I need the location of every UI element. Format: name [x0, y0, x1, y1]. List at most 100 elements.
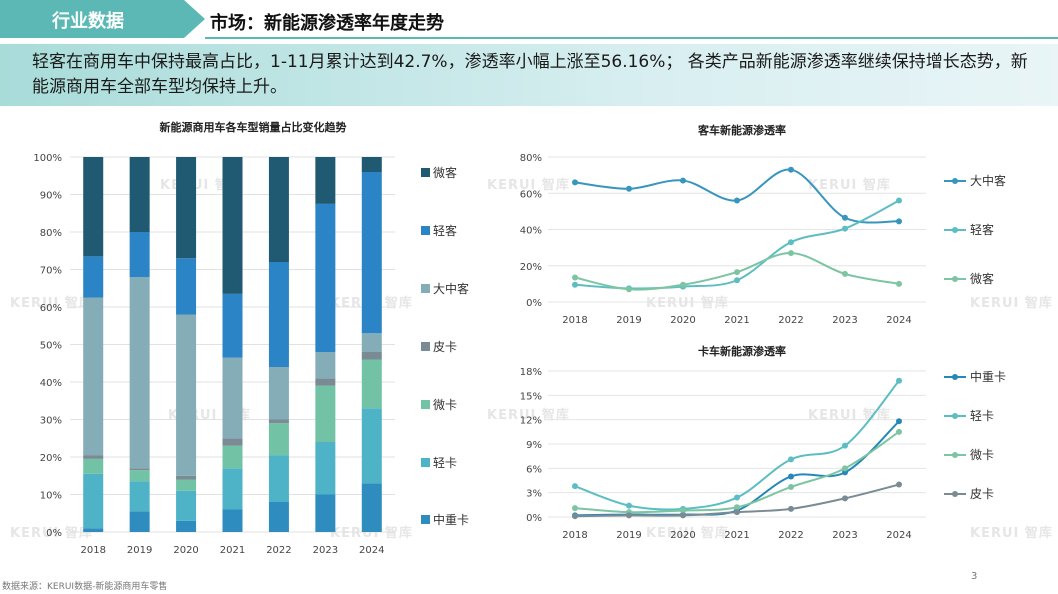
watermark: KERUI 智库	[168, 408, 251, 423]
series-line	[574, 199, 900, 290]
bar-segment	[361, 408, 382, 484]
data-point	[626, 285, 632, 292]
bar-segment	[315, 385, 336, 442]
watermark: KERUI 智库	[970, 296, 1053, 311]
x-tick-label: 2023	[313, 545, 338, 556]
data-point	[626, 185, 632, 192]
page-number: 3	[971, 571, 978, 582]
y-tick-label: 15%	[520, 391, 542, 402]
data-point	[896, 197, 902, 204]
data-point	[626, 512, 632, 519]
data-source-note: 数据来源：KERUI数据-新能源商用车零售	[2, 582, 168, 592]
x-tick-label: 2022	[266, 545, 291, 556]
legend-swatch	[421, 168, 430, 177]
y-tick-label: 90%	[40, 191, 62, 202]
legend-marker	[952, 178, 958, 184]
bar-segment	[176, 314, 197, 476]
section-tag-label: 行业数据	[52, 11, 124, 32]
data-point	[896, 218, 902, 225]
bar-segment	[361, 333, 382, 352]
x-tick-label: 2021	[724, 315, 749, 326]
watermark: KERUI 智库	[160, 178, 243, 193]
data-point	[734, 509, 740, 516]
x-tick-label: 2023	[832, 530, 857, 541]
data-point	[788, 239, 794, 246]
bar-segment	[315, 442, 336, 495]
y-tick-label: 20%	[520, 262, 542, 273]
section-tag: 行业数据	[0, 0, 205, 38]
x-tick-label: 2020	[670, 315, 695, 326]
series-line	[574, 420, 900, 517]
x-tick-label: 2019	[616, 530, 641, 541]
legend-label: 轻卡	[433, 456, 457, 470]
legend-swatch	[421, 226, 430, 235]
bar-segment	[129, 468, 150, 471]
legend-marker	[952, 452, 958, 458]
bar-segment	[176, 157, 197, 259]
legend-label: 微客	[433, 165, 457, 180]
legend-label: 微卡	[970, 448, 994, 462]
y-tick-label: 20%	[40, 453, 62, 464]
y-tick-label: 3%	[526, 489, 542, 500]
data-point	[680, 511, 686, 518]
bar-segment	[268, 423, 289, 456]
bar-segment	[176, 520, 197, 532]
legend-marker	[952, 413, 958, 419]
y-tick-label: 80%	[40, 228, 62, 239]
series-line	[574, 380, 900, 511]
y-tick-label: 40%	[520, 226, 542, 237]
y-tick-label: 0%	[526, 298, 542, 309]
data-point	[572, 513, 578, 520]
summary-banner: 轻客在商用车中保持最高占比，1-11月累计达到42.7%，渗透率小幅上涨至56.…	[0, 44, 1058, 106]
page-title: 市场：新能源渗透率年度走势	[210, 13, 444, 34]
x-tick-label: 2018	[562, 530, 587, 541]
y-tick-label: 9%	[526, 440, 542, 451]
legend-label: 皮卡	[970, 487, 994, 501]
data-point	[842, 465, 848, 472]
data-point	[626, 286, 632, 293]
legend-swatch	[421, 400, 430, 409]
data-point	[680, 507, 686, 514]
data-point	[680, 512, 686, 519]
y-tick-label: 18%	[520, 367, 542, 378]
data-point	[842, 442, 848, 449]
bar-segment	[268, 262, 289, 367]
data-point	[572, 281, 578, 288]
y-tick-label: 80%	[520, 153, 542, 164]
data-point	[788, 166, 794, 173]
legend-swatch	[421, 342, 430, 351]
y-tick-label: 30%	[40, 416, 62, 427]
legend-label: 轻客	[433, 223, 457, 238]
watermark: KERUI 智库	[808, 178, 891, 193]
title-underline	[205, 37, 1058, 39]
y-tick-label: 50%	[40, 341, 62, 352]
data-point	[734, 504, 740, 511]
data-point	[896, 280, 902, 287]
x-tick-label: 2020	[173, 545, 198, 556]
watermark: KERUI 智库	[10, 296, 93, 311]
bar-segment	[222, 293, 243, 358]
bar-segment	[83, 297, 104, 456]
legend-label: 微卡	[433, 398, 457, 412]
watermark: KERUI 智库	[646, 296, 729, 311]
y-tick-label: 100%	[33, 153, 62, 164]
watermark: KERUI 智库	[646, 526, 729, 541]
bar-segment	[129, 511, 150, 532]
data-point	[788, 473, 794, 480]
bar-segment	[315, 378, 336, 386]
bar-segment	[222, 468, 243, 510]
y-tick-label: 10%	[40, 491, 62, 502]
bar-segment	[315, 203, 336, 352]
legend-label: 大中客	[970, 173, 1006, 188]
bar-segment	[176, 490, 197, 521]
x-tick-label: 2024	[886, 530, 911, 541]
data-point	[842, 270, 848, 277]
data-point	[734, 269, 740, 276]
bar-segment	[83, 458, 104, 474]
bar-segment	[268, 455, 289, 502]
bar-segment	[268, 367, 289, 420]
legend-swatch	[421, 515, 430, 524]
data-point	[626, 509, 632, 516]
bar-segment	[268, 502, 289, 532]
bar-segment	[176, 479, 197, 491]
